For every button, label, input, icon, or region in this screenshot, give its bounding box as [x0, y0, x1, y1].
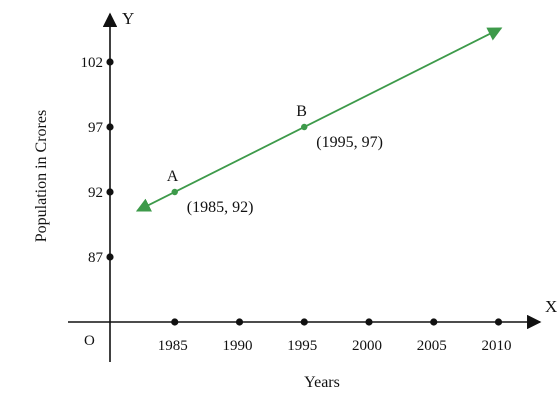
y-axis-letter: Y — [122, 9, 134, 28]
point-a-coords: (1985, 92) — [187, 199, 254, 216]
x-tick-label: 1985 — [158, 338, 188, 354]
x-tick-dot — [235, 318, 244, 326]
points: A (1985, 92) B (1995, 97) — [167, 103, 383, 216]
y-tick-label: 102 — [81, 55, 104, 71]
x-tick-dot — [365, 318, 373, 326]
y-tick-dot — [106, 253, 114, 261]
trend-line — [135, 27, 503, 212]
x-tick-label: 2000 — [352, 338, 382, 354]
origin-label: O — [84, 333, 95, 349]
y-tick-dot — [106, 58, 114, 66]
y-axis-label: Population in Crores — [33, 110, 50, 242]
y-ticks: 87 92 97 102 — [81, 55, 114, 266]
point-b-marker — [301, 123, 308, 131]
x-tick-dot — [171, 318, 179, 326]
x-tick-label: 1990 — [223, 338, 253, 354]
x-axis-label: Years — [304, 374, 340, 391]
x-tick-dot — [430, 318, 438, 326]
x-axis-letter: X — [545, 297, 557, 316]
y-tick-label: 92 — [88, 185, 103, 201]
x-tick-label: 1995 — [287, 338, 317, 354]
point-a-label: A — [167, 168, 179, 185]
y-tick-dot — [106, 123, 114, 131]
x-tick-dot — [300, 318, 308, 326]
x-tick-label: 2005 — [417, 338, 447, 354]
x-ticks: 1985 1990 1995 2000 2005 2010 — [158, 318, 512, 354]
x-tick-label: 2010 — [482, 338, 512, 354]
point-a-marker — [171, 188, 178, 196]
y-tick-dot — [106, 188, 114, 196]
point-b-label: B — [296, 103, 307, 120]
y-tick-label: 97 — [88, 120, 104, 136]
y-tick-label: 87 — [88, 250, 104, 266]
point-b-coords: (1995, 97) — [316, 134, 383, 151]
x-tick-dot — [494, 318, 503, 326]
